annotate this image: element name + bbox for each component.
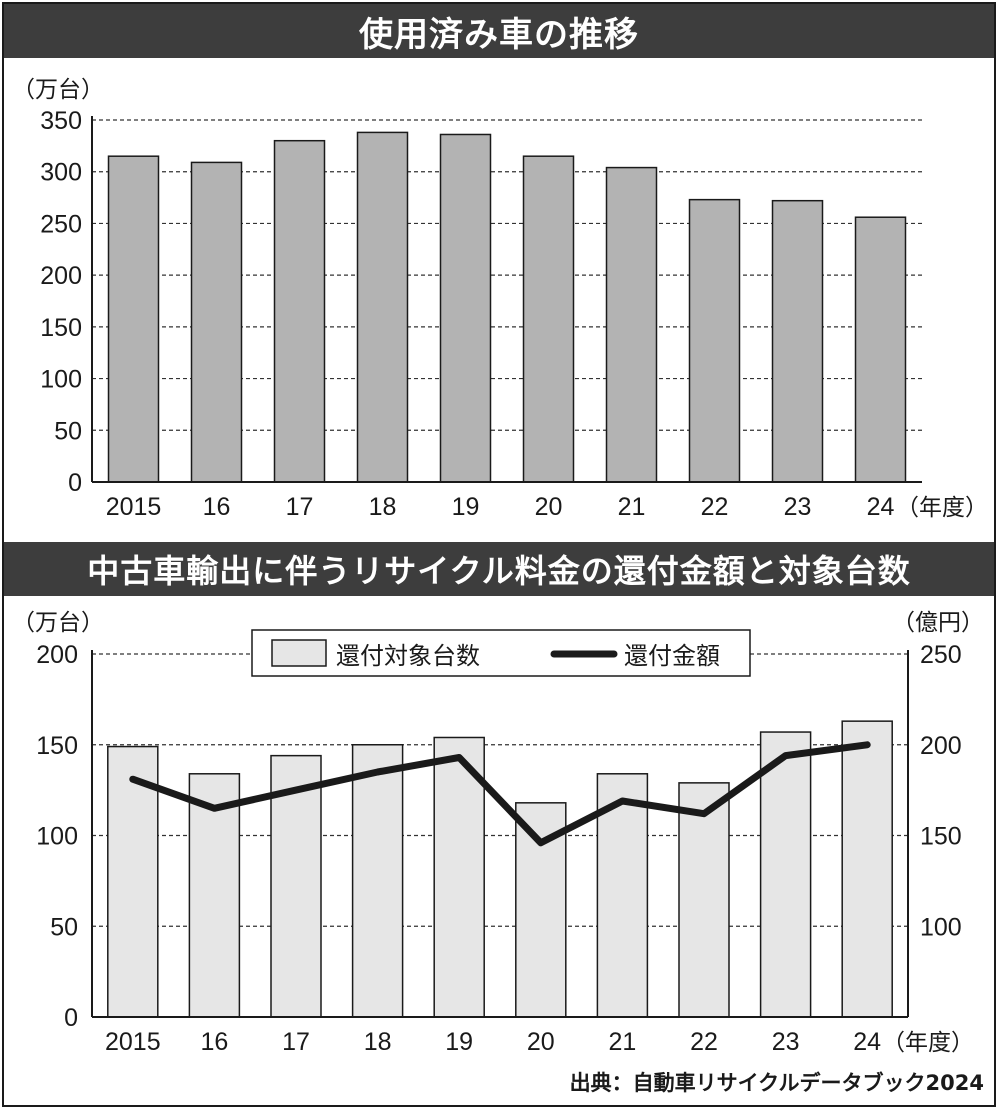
- chart2-legend-label: 還付金額: [624, 643, 720, 670]
- chart1-ytick-label: 250: [40, 210, 82, 238]
- chart2-ytick-label: 50: [50, 913, 78, 941]
- chart1-xtick-label: 24: [867, 493, 895, 521]
- chart2-xtick-label: 21: [608, 1028, 636, 1056]
- chart2-bar: [596, 773, 649, 1018]
- chart2-bar: [351, 744, 404, 1018]
- source-note: 出典：自動車リサイクルデータブック2024: [569, 1071, 984, 1095]
- chart1-bar: [605, 166, 658, 483]
- chart2-ytick-label: 0: [64, 1004, 78, 1032]
- chart1-xtick-label: 20: [535, 493, 563, 521]
- chart1-ytick-label: 0: [68, 469, 82, 497]
- chart1-x-unit: （年度）: [896, 494, 988, 520]
- chart2-bar: [188, 773, 241, 1018]
- chart2-legend-swatch-bar: [271, 639, 327, 667]
- chart2-xtick-label: 24: [853, 1028, 881, 1056]
- chart1-xtick-label: 19: [452, 493, 480, 521]
- chart2-xtick-label: 19: [445, 1028, 473, 1056]
- chart2-bar: [107, 745, 159, 1018]
- chart2-y2-unit: （億円）: [892, 609, 984, 635]
- chart2-bar: [759, 731, 812, 1018]
- chart2-x-unit: （年度）: [882, 1029, 974, 1055]
- chart2-xtick-label: 16: [200, 1028, 228, 1056]
- chart1-ytick-label: 200: [40, 262, 82, 290]
- chart1-ytick-label: 150: [40, 314, 82, 342]
- chart2-xtick-label: 20: [527, 1028, 555, 1056]
- chart1-bar: [273, 139, 326, 483]
- chart1-ytick-label: 350: [40, 107, 82, 135]
- chart1-y-unit: （万台）: [12, 76, 104, 102]
- chart2-ytick-label: 200: [36, 641, 78, 669]
- chart1-title: 使用済み車の推移: [4, 4, 994, 58]
- chart2-bar: [270, 754, 322, 1018]
- chart1-bar: [688, 198, 741, 483]
- chart2-bar: [841, 720, 893, 1018]
- chart1-bar: [439, 133, 492, 483]
- chart2-xtick-label: 22: [690, 1028, 718, 1056]
- chart1-xtick-label: 2015: [106, 493, 162, 521]
- chart1-bar: [190, 161, 243, 483]
- chart1-bar: [522, 155, 575, 483]
- chart1-xtick-label: 18: [369, 493, 397, 521]
- chart1-bar: [107, 155, 160, 483]
- chart2-y-unit: （万台）: [12, 609, 104, 635]
- chart1-xtick-label: 23: [784, 493, 812, 521]
- chart1-bar: [771, 199, 824, 483]
- chart1-ytick-label: 50: [54, 417, 82, 445]
- chart2-xtick-label: 2015: [105, 1028, 161, 1056]
- chart1-bar: [854, 216, 907, 483]
- chart2-legend: [251, 629, 751, 677]
- chart2-xtick-label: 23: [772, 1028, 800, 1056]
- chart1-ytick-label: 100: [40, 366, 82, 394]
- chart2-ytick-label: 150: [36, 732, 78, 760]
- chart2-title: 中古車輸出に伴うリサイクル料金の還付金額と対象台数: [4, 542, 994, 596]
- chart1-xtick-label: 21: [618, 493, 646, 521]
- chart2-y2tick-label: 250: [920, 641, 962, 669]
- chart2-ytick-label: 100: [36, 823, 78, 851]
- chart1-ytick-label: 300: [40, 159, 82, 187]
- chart1-bar: [356, 131, 409, 483]
- chart1-xtick-label: 16: [203, 493, 231, 521]
- chart2-xtick-label: 17: [282, 1028, 310, 1056]
- chart1-xtick-label: 17: [286, 493, 314, 521]
- chart2-legend-label: 還付対象台数: [336, 643, 480, 670]
- chart2-line-series: [129, 741, 871, 847]
- chart2-bar: [678, 782, 730, 1018]
- chart2-y2tick-label: 200: [920, 732, 962, 760]
- chart2-y2tick-label: 100: [920, 913, 962, 941]
- chart1-xtick-label: 22: [701, 493, 729, 521]
- chart2-xtick-label: 18: [364, 1028, 392, 1056]
- chart2-y2tick-label: 150: [920, 823, 962, 851]
